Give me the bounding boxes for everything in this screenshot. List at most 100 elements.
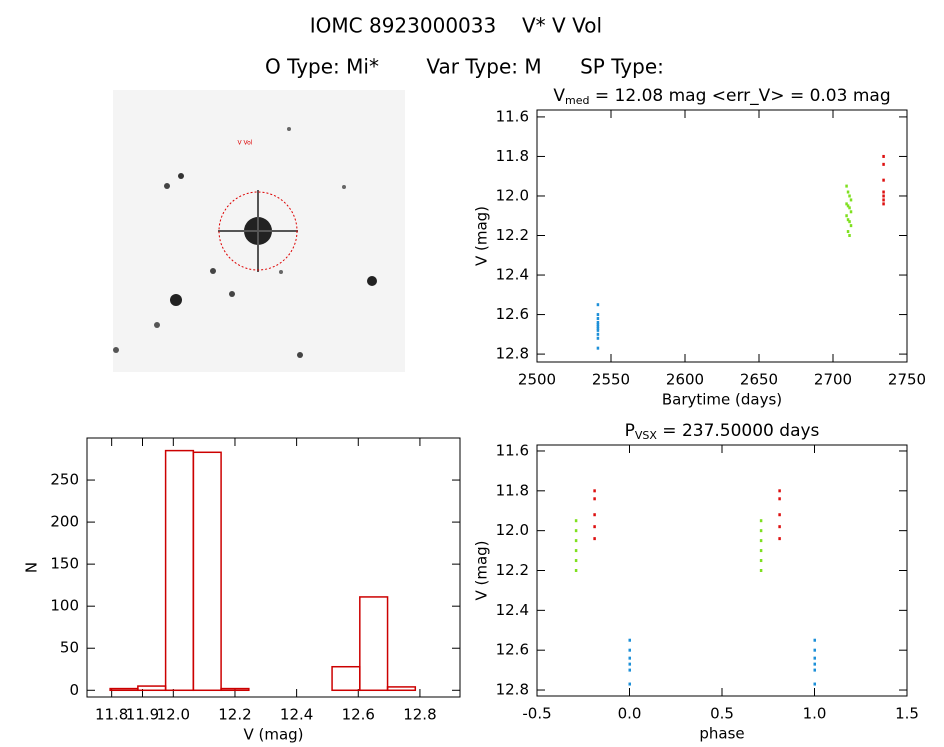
x-tick-label: 12.4 bbox=[280, 706, 313, 724]
point bbox=[882, 194, 885, 198]
title-sub: med bbox=[565, 94, 589, 107]
x-axis-label: V (mag) bbox=[243, 726, 303, 744]
hist-bar bbox=[137, 685, 167, 692]
x-tick-label: 1.0 bbox=[803, 705, 827, 723]
point bbox=[845, 202, 848, 206]
hist-bar bbox=[220, 687, 250, 692]
y-tick-label: 11.6 bbox=[496, 441, 529, 459]
point bbox=[593, 497, 596, 501]
x-tick-label: 1.5 bbox=[895, 705, 919, 723]
title-rest: = 12.08 mag <err_V> = 0.03 mag bbox=[589, 86, 890, 106]
x-tick-label: 12.8 bbox=[403, 706, 436, 724]
point bbox=[848, 206, 851, 210]
y-tick-label: 12.6 bbox=[496, 641, 529, 659]
point bbox=[813, 668, 816, 672]
var-type: Var Type: M bbox=[426, 55, 541, 79]
image-label: V Vol bbox=[238, 140, 253, 147]
y-tick-label: 12.0 bbox=[496, 521, 529, 539]
point bbox=[846, 190, 850, 194]
point bbox=[813, 662, 816, 666]
axes-frame bbox=[536, 444, 908, 697]
point bbox=[848, 194, 851, 198]
x-tick-label: 2500 bbox=[518, 371, 556, 389]
title-sub: VSX bbox=[635, 429, 658, 442]
point bbox=[846, 204, 850, 208]
x-tick-label: 2600 bbox=[666, 371, 704, 389]
point bbox=[882, 178, 885, 182]
star-name: V* V Vol bbox=[522, 14, 602, 38]
x-axis-label: Barytime (days) bbox=[662, 391, 782, 409]
point bbox=[813, 638, 816, 642]
point bbox=[574, 539, 578, 543]
x-tick-label: 12.2 bbox=[218, 706, 251, 724]
x-tick-label: 11.8 bbox=[95, 706, 128, 724]
point bbox=[848, 220, 851, 224]
axes-frame bbox=[536, 109, 908, 363]
point bbox=[882, 162, 885, 166]
point bbox=[574, 519, 578, 523]
point bbox=[574, 549, 578, 553]
point bbox=[778, 537, 781, 541]
point bbox=[593, 489, 596, 493]
point bbox=[813, 682, 816, 686]
y-tick-label: 50 bbox=[60, 639, 79, 657]
point bbox=[574, 559, 578, 563]
point bbox=[882, 154, 885, 158]
point bbox=[574, 569, 578, 572]
chart-title: Vmed = 12.08 mag <err_V> = 0.03 mag bbox=[553, 86, 890, 107]
point bbox=[813, 648, 816, 652]
point bbox=[574, 529, 578, 533]
y-tick-label: 12.0 bbox=[496, 186, 529, 204]
point bbox=[882, 198, 885, 202]
y-axis-label: V (mag) bbox=[473, 540, 491, 600]
y-tick-label: 12.2 bbox=[496, 561, 529, 579]
hist-bar bbox=[109, 687, 139, 692]
y-tick-label: 12.8 bbox=[496, 345, 529, 363]
point bbox=[593, 537, 596, 541]
point bbox=[628, 638, 631, 642]
title-rest: = 237.50000 days bbox=[657, 421, 820, 441]
point bbox=[759, 559, 763, 563]
x-tick-label: 2750 bbox=[888, 371, 926, 389]
point bbox=[849, 224, 853, 228]
point bbox=[813, 656, 816, 660]
point bbox=[882, 190, 885, 194]
point bbox=[846, 218, 850, 222]
y-tick-label: 200 bbox=[50, 513, 79, 531]
y-tick-label: 100 bbox=[50, 597, 79, 615]
o-type: O Type: Mi* bbox=[265, 55, 379, 79]
point bbox=[759, 529, 763, 533]
point bbox=[596, 322, 600, 326]
title-main: V bbox=[553, 86, 565, 106]
point bbox=[846, 230, 850, 234]
point bbox=[882, 202, 885, 206]
y-tick-label: 250 bbox=[50, 471, 79, 489]
point bbox=[778, 489, 781, 493]
point bbox=[778, 513, 781, 517]
y-tick-label: 0 bbox=[69, 681, 79, 699]
x-axis-label: phase bbox=[699, 725, 744, 743]
y-tick-label: 12.6 bbox=[496, 305, 529, 323]
point bbox=[596, 326, 600, 330]
y-tick-label: 12.2 bbox=[496, 226, 529, 244]
point bbox=[628, 662, 631, 666]
hist-bar bbox=[164, 449, 195, 692]
point bbox=[628, 656, 631, 660]
point bbox=[596, 332, 600, 336]
point bbox=[759, 569, 763, 572]
point bbox=[759, 549, 763, 553]
y-axis-label: N bbox=[23, 562, 41, 573]
point bbox=[778, 497, 781, 501]
chart-title: PVSX = 237.50000 days bbox=[625, 421, 820, 442]
y-tick-label: 11.8 bbox=[496, 481, 529, 499]
y-axis-label: V (mag) bbox=[473, 206, 491, 266]
star-id: IOMC 8923000033 bbox=[310, 14, 496, 38]
hist-bar bbox=[386, 686, 417, 692]
axes-frame bbox=[86, 437, 461, 698]
hist-bar bbox=[331, 665, 361, 692]
x-tick-label: 2550 bbox=[592, 371, 630, 389]
point bbox=[849, 198, 853, 202]
point bbox=[628, 668, 631, 672]
y-tick-label: 12.8 bbox=[496, 681, 529, 699]
